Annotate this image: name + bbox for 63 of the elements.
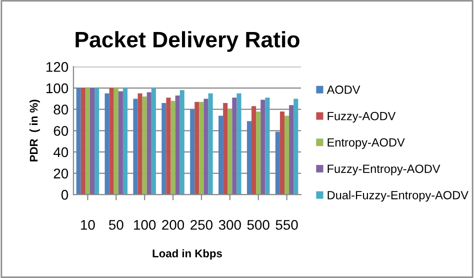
- bar: [180, 90, 184, 195]
- bar: [252, 106, 256, 195]
- bar: [138, 93, 142, 195]
- bar: [151, 88, 156, 195]
- x-tick-label: 550: [276, 220, 298, 230]
- bar: [289, 105, 294, 195]
- bar: [122, 88, 128, 195]
- legend-label: AODV: [326, 86, 360, 94]
- legend-label: Dual-Fuzzy-Entropy-AODV: [328, 190, 468, 202]
- x-tick-label: 250: [190, 220, 212, 230]
- bar: [114, 88, 118, 195]
- bar: [275, 132, 280, 195]
- x-tick-label: 200: [162, 220, 184, 230]
- bar: [109, 88, 114, 195]
- bar: [232, 98, 237, 195]
- legend-label: Entropy-AODV: [328, 138, 405, 149]
- bar: [194, 102, 200, 195]
- x-tick-label: 50: [108, 220, 124, 230]
- bar: [218, 116, 224, 195]
- bar: [256, 111, 261, 195]
- bar: [94, 88, 100, 195]
- x-tick-label: 300: [218, 220, 241, 230]
- bar: [170, 100, 176, 195]
- y-tick-label: 60: [54, 126, 68, 136]
- x-tick-label: 100: [134, 220, 156, 230]
- bar: [280, 111, 284, 195]
- bar: [175, 95, 180, 195]
- y-tick-label: 120: [46, 62, 68, 72]
- legend-label: Fuzzy-Entropy-AODV: [328, 164, 440, 176]
- bar: [199, 102, 204, 195]
- bar: [265, 98, 270, 195]
- y-tick-label: 100: [46, 83, 68, 94]
- bar: [85, 88, 90, 195]
- bar: [133, 98, 138, 195]
- y-tick-label: 20: [54, 168, 68, 178]
- bar: [76, 88, 81, 195]
- bar: [284, 116, 290, 195]
- bar: [236, 93, 242, 195]
- bar: [118, 91, 123, 195]
- bar: [166, 98, 171, 195]
- bar: [146, 92, 152, 195]
- bar: [90, 88, 95, 195]
- bar: [142, 96, 147, 195]
- bar: [190, 109, 195, 195]
- bar: [104, 93, 110, 195]
- y-tick-label: 40: [53, 147, 68, 158]
- bar: [246, 121, 252, 195]
- bar: [294, 98, 298, 195]
- bar: [80, 88, 86, 195]
- bar: [204, 98, 208, 195]
- y-axis-title: PDR ( in %): [30, 100, 40, 162]
- bar: [208, 93, 213, 195]
- bar: [260, 100, 266, 195]
- chart-title: Packet Delivery Ratio: [76, 31, 300, 52]
- y-tick-label: 0: [61, 190, 68, 200]
- x-tick-label: 10: [81, 220, 95, 230]
- bar: [162, 102, 166, 195]
- bar: [223, 102, 228, 195]
- x-axis-title: Load in Kbps: [152, 249, 222, 260]
- bar: [228, 109, 232, 195]
- legend-label: Fuzzy-AODV: [328, 112, 396, 123]
- y-tick-label: 80: [54, 104, 68, 115]
- x-tick-label: 500: [247, 220, 270, 230]
